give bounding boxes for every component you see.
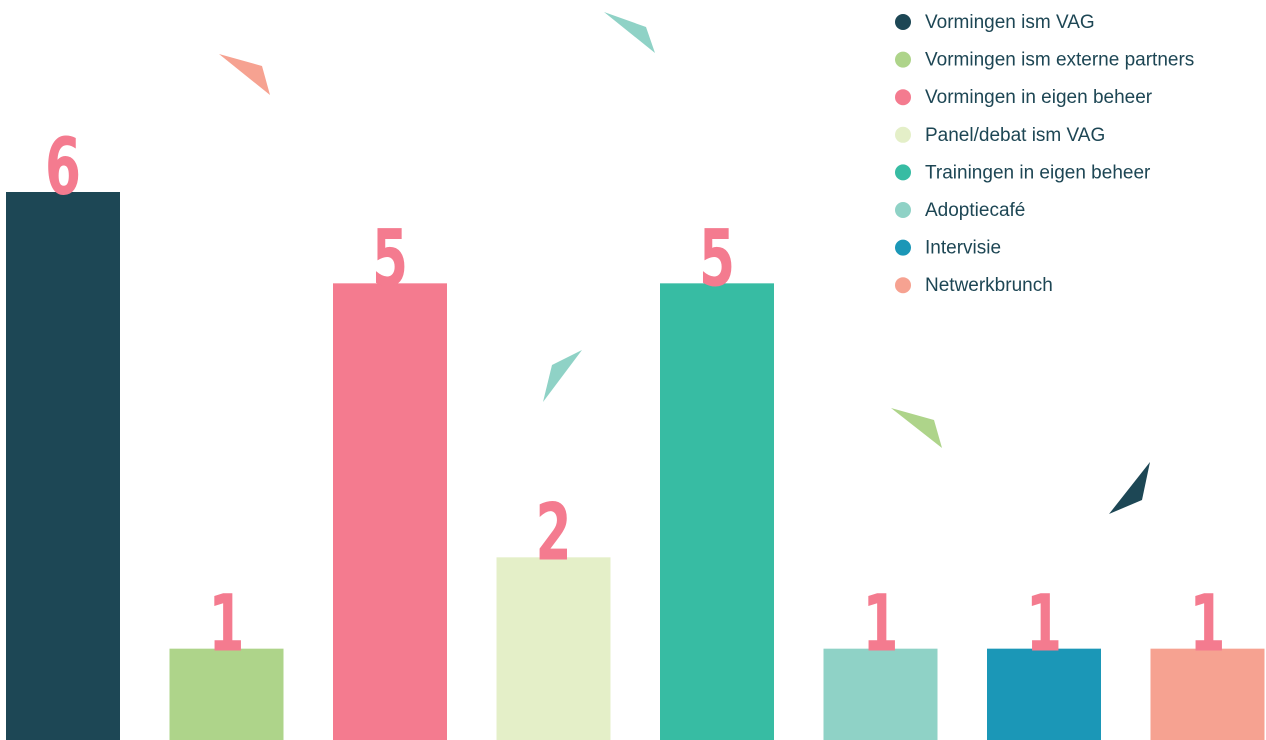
legend-marker (895, 126, 911, 143)
value-label: 1 (863, 580, 899, 670)
value-label: 5 (372, 214, 408, 304)
legend-marker (895, 51, 911, 68)
legend-marker (895, 239, 911, 256)
decoration (543, 350, 582, 402)
legend-label: Intervisie (925, 238, 1001, 259)
bar (169, 648, 284, 740)
bar (6, 192, 120, 740)
legend-marker (895, 277, 911, 294)
value-label: 1 (209, 580, 245, 670)
bar (333, 283, 447, 740)
decoration (219, 54, 270, 95)
bar (496, 557, 611, 740)
bar (987, 648, 1101, 740)
bar (823, 648, 938, 740)
legend-label: Adoptiecafé (925, 200, 1025, 221)
bar (660, 283, 774, 740)
legend-marker (895, 202, 911, 218)
legend-marker (895, 89, 911, 106)
value-label: 1 (1026, 580, 1062, 670)
decoration (1109, 462, 1150, 514)
legend-label: Vormingen in eigen beheer (925, 87, 1153, 108)
value-label: 5 (699, 214, 735, 304)
decoration (891, 408, 942, 448)
decoration (604, 12, 655, 53)
legend-label: Trainingen in eigen beheer (925, 162, 1151, 183)
legend-marker (895, 164, 911, 181)
bar (1150, 648, 1265, 740)
legend-label: Vormingen ism externe partners (925, 50, 1194, 71)
legend-label: Netwerkbrunch (925, 275, 1053, 296)
value-label: 6 (45, 123, 81, 213)
legend-marker (895, 14, 911, 30)
legend-label: Vormingen ism VAG (925, 12, 1095, 33)
value-label: 2 (536, 488, 572, 578)
value-label: 1 (1190, 580, 1226, 670)
legend-label: Panel/debat ism VAG (925, 125, 1105, 146)
